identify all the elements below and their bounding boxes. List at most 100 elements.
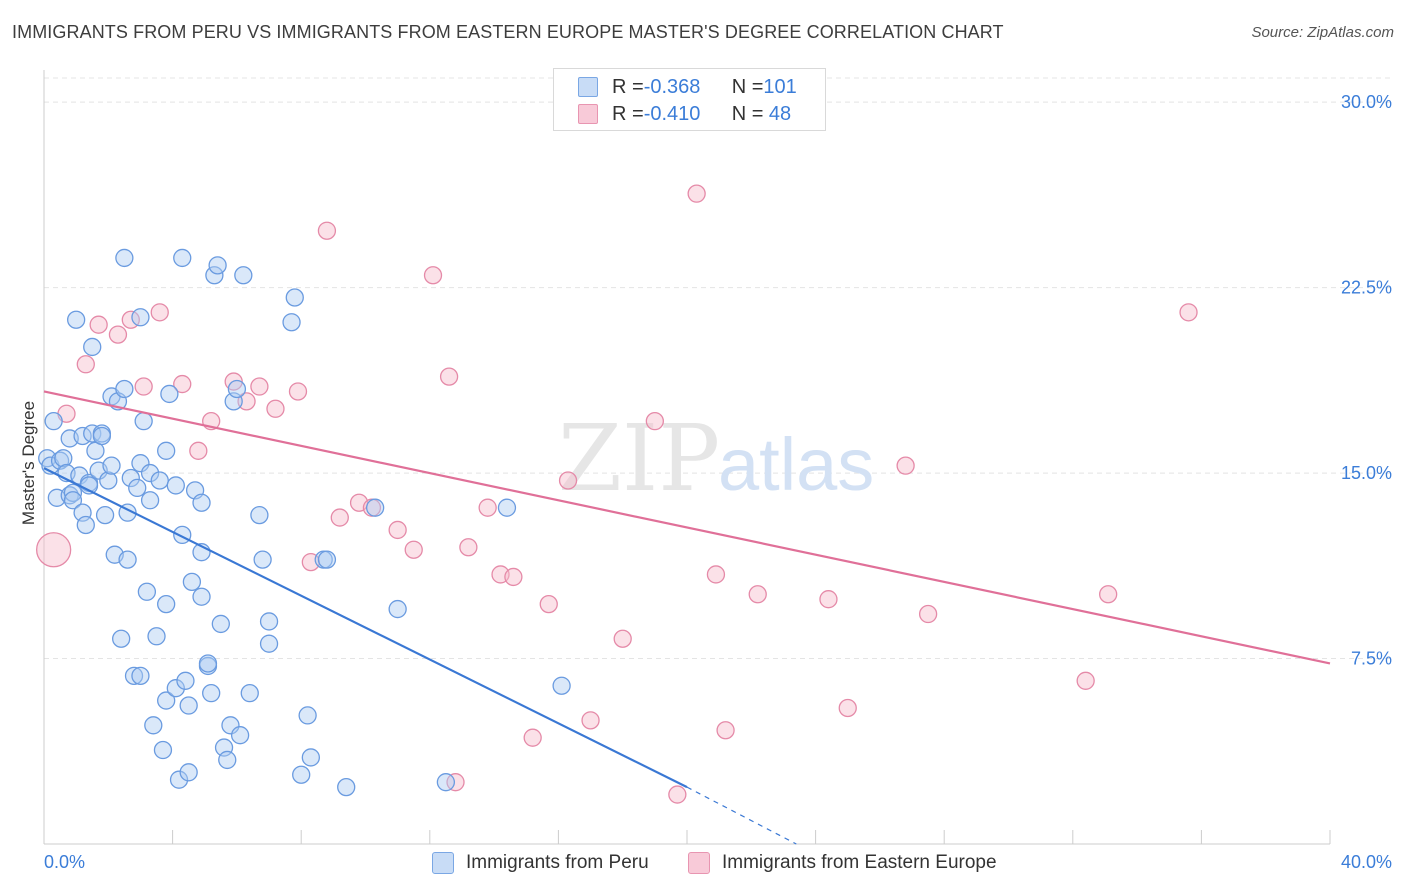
peru-point <box>198 654 218 673</box>
x-tick-labels: 0.0% 40.0% <box>44 852 1392 872</box>
peru-point <box>63 491 83 510</box>
peru-point <box>147 627 166 646</box>
peru-point <box>128 478 147 498</box>
peru-point <box>83 337 102 357</box>
peru-point <box>208 256 227 275</box>
watermark-zip: ZIP <box>558 405 720 512</box>
peru-point <box>365 498 385 517</box>
peru-point <box>234 266 253 285</box>
peru-point <box>176 671 195 690</box>
eastern-europe-point <box>504 567 523 587</box>
peru-point <box>179 763 198 782</box>
peru-point <box>317 550 337 569</box>
eastern-europe-point <box>266 399 285 418</box>
y-tick-labels: 7.5% 15.0% 22.5% 30.0% <box>1341 92 1392 668</box>
peru-point <box>115 379 134 399</box>
peru-point <box>250 505 269 525</box>
legend-r-value: -0.410 <box>643 102 701 125</box>
y-tick-label: 7.5% <box>1351 649 1392 669</box>
peru-point <box>131 454 150 473</box>
legend-r-label: R = <box>612 75 644 98</box>
legend-item-peru: Immigrants from Peru <box>432 852 649 874</box>
peru-point <box>259 612 279 631</box>
peru-point <box>63 483 83 503</box>
peru-point <box>182 572 202 592</box>
peru-swatch <box>578 77 598 97</box>
peru-point <box>153 740 173 760</box>
peru-point <box>95 505 115 525</box>
x-tick-label: 40.0% <box>1341 852 1392 872</box>
peru-point <box>99 471 118 490</box>
peru-point <box>166 476 185 495</box>
eastern-europe-point <box>819 590 838 609</box>
peru-point <box>115 248 134 268</box>
peru-point <box>157 691 176 710</box>
peru-point <box>157 441 176 460</box>
peru-points <box>38 248 571 797</box>
eastern-europe-point <box>523 728 542 747</box>
eastern-europe-point <box>237 392 256 411</box>
eastern-europe-point <box>89 315 108 334</box>
eastern-europe-point <box>896 456 915 475</box>
peru-point <box>230 726 250 745</box>
legend-n-label: N = <box>731 102 764 125</box>
peru-point <box>144 716 163 735</box>
legend-item-eastern-europe: Immigrants from Eastern Europe <box>688 852 997 874</box>
eastern-europe-point <box>539 594 558 614</box>
peru-point <box>301 748 320 767</box>
peru-point <box>60 486 79 505</box>
peru-point <box>205 266 224 285</box>
y-tick-label: 30.0% <box>1341 92 1392 112</box>
peru-point <box>298 706 317 725</box>
eastern-europe-point <box>645 411 664 431</box>
peru-point <box>337 777 356 797</box>
eastern-europe-point <box>1179 303 1198 322</box>
peru-point <box>112 629 131 648</box>
legend-row-eastern-europe: R = -0.410 N = 48 <box>578 102 791 126</box>
source-label: Source: ZipAtlas.com <box>1251 24 1394 41</box>
eastern-europe-point <box>581 711 600 730</box>
eastern-europe-point <box>613 629 632 648</box>
legend-r-label: R = <box>612 102 644 125</box>
eastern-europe-point <box>668 785 687 804</box>
legend-row-peru: R = -0.368 N = 101 <box>578 75 797 99</box>
peru-point <box>124 666 144 685</box>
peru-point <box>211 614 230 634</box>
peru-point <box>157 594 176 614</box>
y-tick-label: 15.0% <box>1341 463 1392 483</box>
peru-point <box>140 463 160 483</box>
legend-n-value: 101 <box>763 75 797 98</box>
eastern-europe-point <box>250 377 269 396</box>
peru-point <box>218 750 237 770</box>
peru-point <box>292 765 311 784</box>
legend-r-value: -0.368 <box>643 75 701 98</box>
peru-trendline-extension <box>686 786 797 845</box>
peru-point <box>497 498 517 517</box>
peru-point <box>259 634 279 653</box>
y-axis-label: Master's Degree <box>19 401 38 525</box>
peru-point <box>436 773 456 792</box>
correlation-legend: R = -0.368 N = 101 R = -0.410 N = 48 <box>553 68 826 131</box>
peru-point <box>70 466 89 485</box>
peru-point <box>137 582 157 601</box>
legend-n-label: N = <box>731 75 764 98</box>
eastern-europe-point <box>748 585 767 604</box>
peru-point <box>179 696 198 715</box>
chart-title: IMMIGRANTS FROM PERU VS IMMIGRANTS FROM … <box>12 22 1004 42</box>
eastern-europe-legend-swatch <box>688 852 710 874</box>
eastern-europe-point <box>189 441 208 460</box>
peru-point <box>92 426 112 446</box>
eastern-europe-point <box>478 498 497 517</box>
eastern-europe-point <box>35 532 72 568</box>
eastern-europe-point <box>388 520 407 540</box>
peru-point <box>169 770 189 789</box>
eastern-europe-point <box>439 367 459 386</box>
eastern-europe-point <box>423 266 443 285</box>
peru-point <box>240 684 259 703</box>
eastern-europe-trendline <box>43 390 1331 665</box>
peru-point <box>285 288 304 307</box>
peru-legend-swatch <box>432 852 454 874</box>
eastern-europe-point <box>150 303 169 322</box>
eastern-europe-point <box>173 374 192 394</box>
